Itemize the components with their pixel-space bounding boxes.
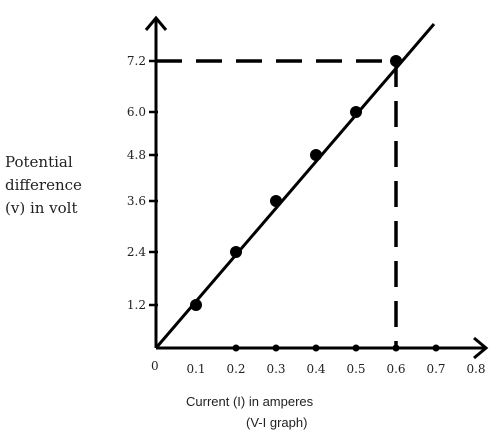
y-tick-label: 1.2: [127, 298, 146, 312]
fit-line: [154, 23, 436, 349]
y-axis-label-line-2: difference: [5, 176, 82, 194]
y-axis-arrow: [144, 15, 168, 31]
y-tick-label: 2.4: [127, 245, 146, 259]
x-axis-arrow: [473, 336, 489, 360]
x-tick-label: 0.7: [426, 362, 445, 376]
x-axis-dot: [312, 344, 320, 352]
x-axis-dot: [432, 344, 440, 352]
data-point: [190, 299, 202, 311]
x-tick-label: 0.3: [266, 362, 285, 376]
y-tick-label: 3.6: [127, 194, 146, 208]
x-tick-label: 0.4: [306, 362, 325, 376]
data-point: [310, 149, 322, 161]
fit-line-group: [154, 23, 436, 349]
dashed-guides: [156, 59, 398, 348]
x-tick-label: 0.1: [186, 362, 205, 376]
x-axis-dot: [232, 344, 240, 352]
chart-caption: (V-I graph): [246, 415, 307, 430]
y-tick-label: 6.0: [127, 105, 146, 119]
y-tick-label: 4.8: [127, 148, 146, 162]
y-axis-label-line-3: (v) in volt: [5, 199, 78, 217]
ticks: 1.2 2.4 3.6 4.8 6.0 7.2 0.1 0.2 0.3 0.4 0.5 0.6 0.7 0…: [127, 54, 486, 376]
x-tick-label: 0.5: [346, 362, 365, 376]
y-tick-label: 7.2: [127, 54, 146, 68]
data-point: [350, 106, 362, 118]
data-point: [270, 195, 282, 207]
x-tick-label: 0.8: [466, 362, 485, 376]
axes: [144, 15, 489, 360]
x-axis-dot: [272, 344, 280, 352]
x-axis-dot: [352, 344, 360, 352]
data-point: [390, 55, 402, 67]
data-point: [230, 246, 242, 258]
data-points: [190, 55, 402, 311]
y-axis-label-line-1: Potential: [5, 153, 73, 171]
origin-label: 0: [151, 359, 159, 373]
x-tick-label: 0.6: [386, 362, 405, 376]
x-axis-label: Current (I) in amperes: [186, 394, 314, 409]
x-tick-label: 0.2: [226, 362, 245, 376]
